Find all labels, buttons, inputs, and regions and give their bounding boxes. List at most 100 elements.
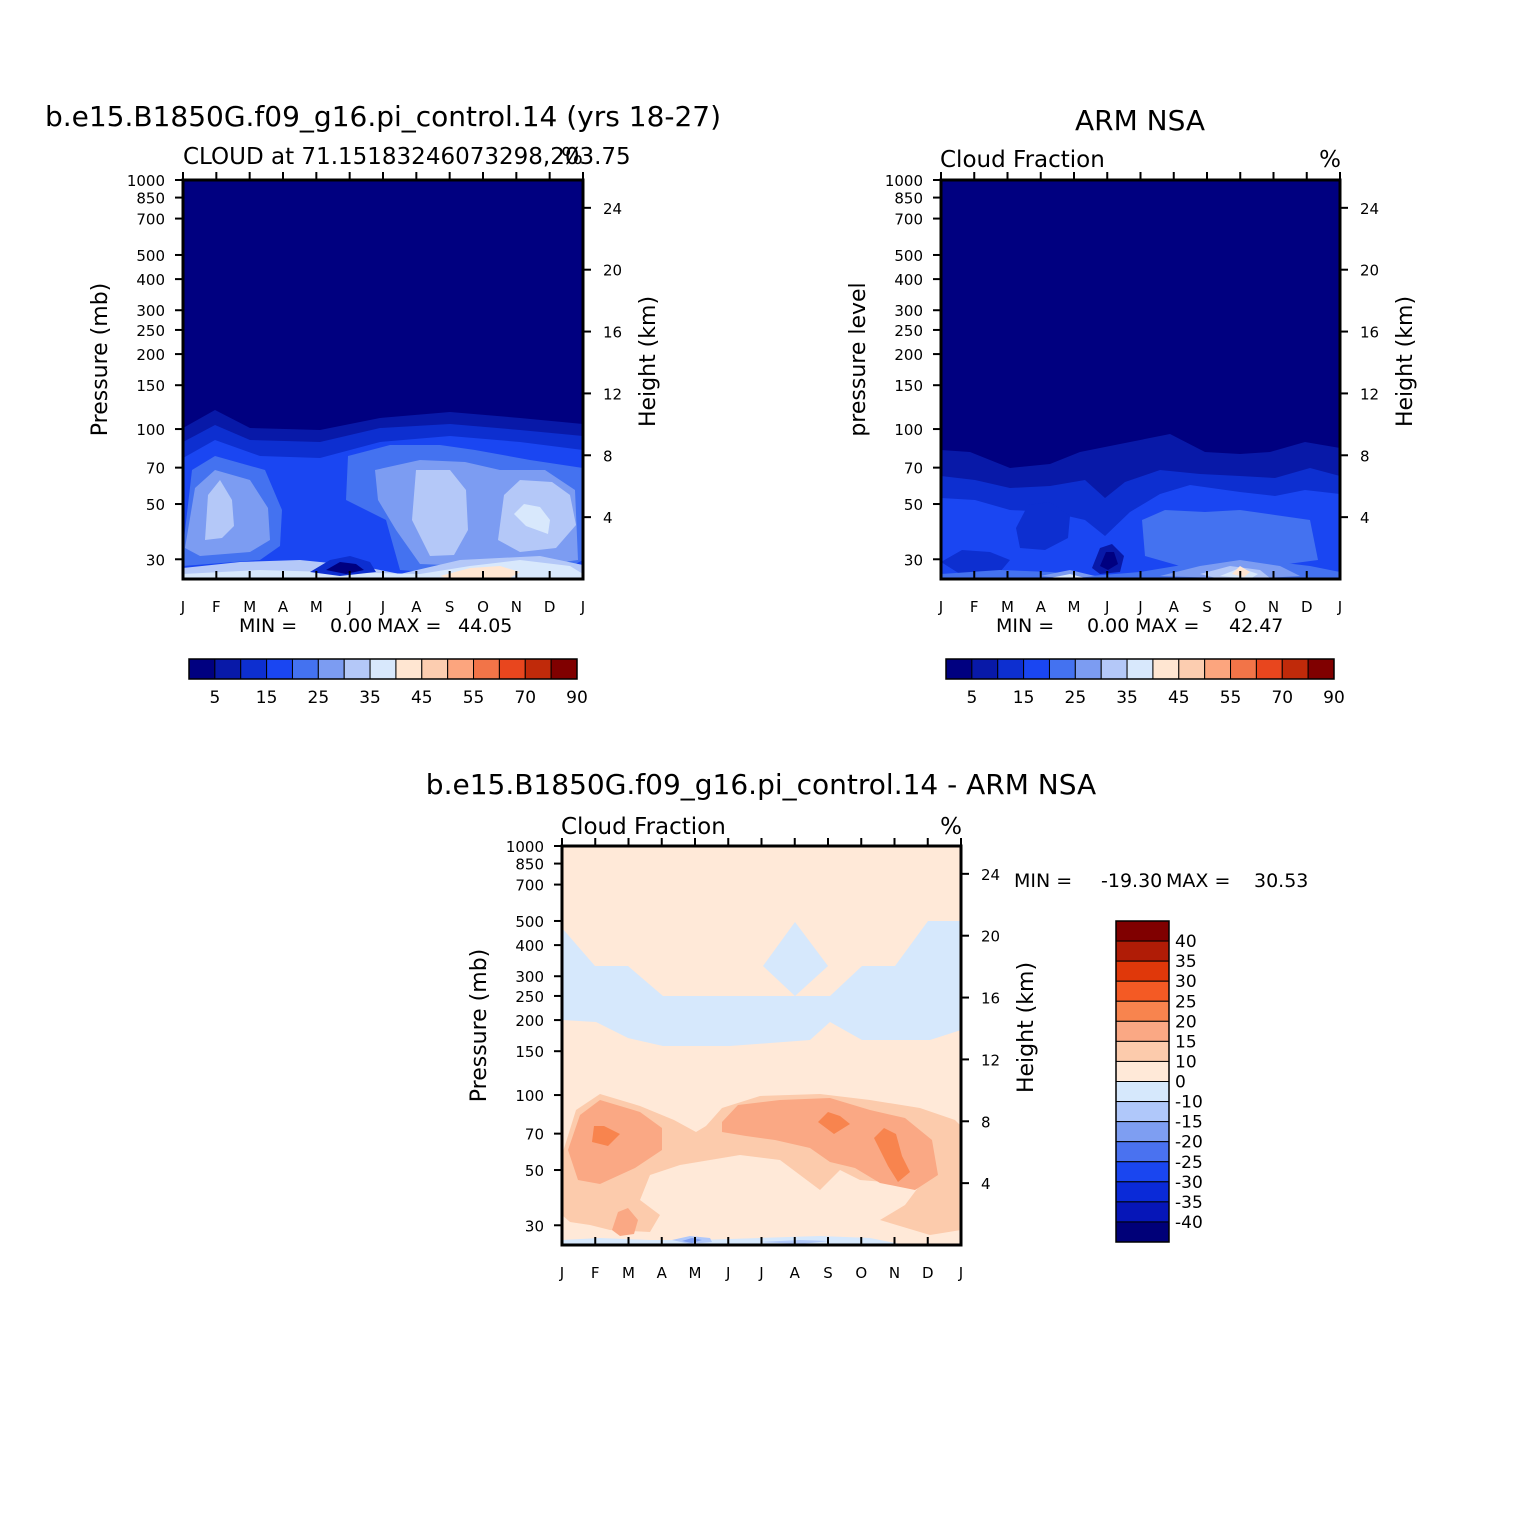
y-tick-label: 1000 [885, 172, 923, 190]
colorbar-label: -15 [1175, 1113, 1203, 1133]
colorbar-swatch [240, 658, 268, 680]
x-tick-label: J [958, 1264, 963, 1282]
y2-axis-label: Height (km) [636, 296, 661, 427]
colorbar-label: 90 [566, 688, 588, 708]
colorbar-label: 35 [1116, 688, 1138, 708]
y-tick-label: 300 [515, 968, 544, 986]
x-tick-label: J [1337, 598, 1342, 616]
panel-diff-min-value: -19.30 [1101, 870, 1162, 892]
y2-tick-label: 20 [981, 928, 1000, 946]
colorbar-swatch [343, 658, 371, 680]
panel-obs-subtitle: Cloud Fraction [940, 147, 1105, 173]
y2-tick-label: 16 [981, 990, 1000, 1008]
y2-tick-label: 24 [603, 200, 622, 218]
panel-diff-max-label: MAX = [1166, 870, 1230, 892]
colorbar-swatch [369, 658, 397, 680]
y-tick-label: 850 [515, 856, 544, 874]
y-axis-label: Pressure (mb) [467, 949, 492, 1103]
x-tick-label: M [689, 1264, 702, 1282]
x-tick-label: M [1068, 598, 1081, 616]
x-tick-label: F [591, 1264, 600, 1282]
y-tick-label: 150 [894, 377, 923, 395]
y2-axis-label: Height (km) [1393, 296, 1418, 427]
colorbar-swatch [945, 658, 973, 680]
y-tick-label: 700 [515, 877, 544, 895]
colorbar-swatch [1115, 1020, 1170, 1042]
y-tick-label: 850 [136, 190, 165, 208]
panel-obs-title: ARM NSA [1075, 104, 1205, 137]
colorbar-label: 70 [1271, 688, 1293, 708]
y-tick-label: 200 [515, 1012, 544, 1030]
y2-tick-label: 24 [1360, 200, 1379, 218]
panel-diff-contours [562, 846, 961, 1245]
y-tick-label: 500 [894, 247, 923, 265]
y-tick-label: 300 [136, 302, 165, 320]
x-tick-label: M [310, 598, 323, 616]
x-tick-label: J [346, 598, 351, 616]
panel-diff-max-value: 30.53 [1254, 870, 1308, 892]
y-tick-label: 150 [515, 1043, 544, 1061]
colorbar-label: 90 [1323, 688, 1345, 708]
colorbar-label: 5 [209, 688, 220, 708]
y-tick-label: 200 [894, 346, 923, 364]
x-tick-label: J [180, 598, 185, 616]
colorbar-swatch [1115, 980, 1170, 1002]
panel-model-axes: J F M A M J J A S O N D J 30 50 70 100 150 200 250 300 400 500… [88, 172, 661, 616]
colorbar-swatch [1115, 1000, 1170, 1022]
colorbar-label: -10 [1175, 1093, 1203, 1113]
y2-tick-label: 8 [981, 1113, 991, 1131]
colorbar-label: 40 [1175, 932, 1197, 952]
colorbar-label: 55 [1220, 688, 1242, 708]
panel-obs-max-label: MAX = [1135, 615, 1199, 637]
colorbar-label: 45 [411, 688, 433, 708]
x-tick-label: A [1169, 598, 1180, 616]
colorbar-swatch [421, 658, 449, 680]
y-tick-label: 250 [894, 322, 923, 340]
colorbar-swatch [1115, 960, 1170, 982]
colorbar-swatch [1307, 658, 1335, 680]
colorbar-frame [1115, 920, 1170, 1243]
colorbar-swatch [447, 658, 475, 680]
y2-tick-label: 12 [1360, 385, 1379, 403]
y-tick-label: 50 [525, 1162, 544, 1180]
colorbar-label: -20 [1175, 1133, 1203, 1153]
panel-model-min-value: 0.00 [330, 615, 372, 637]
y-tick-label: 70 [904, 460, 923, 478]
y2-tick-label: 4 [1360, 509, 1370, 527]
y2-tick-label: 4 [981, 1175, 991, 1193]
colorbar-label: 15 [1013, 688, 1035, 708]
colorbar-swatch [524, 658, 552, 680]
y2-tick-label: 12 [981, 1051, 1000, 1069]
panel-model-title: b.e15.B1850G.f09_g16.pi_control.14 (yrs … [45, 100, 721, 133]
colorbar-frame [188, 658, 578, 680]
colorbar-label: -40 [1175, 1213, 1203, 1233]
colorbar-label: 25 [308, 688, 330, 708]
y-tick-label: 50 [146, 496, 165, 514]
colorbar-swatch [997, 658, 1025, 680]
x-tick-label: A [657, 1264, 668, 1282]
colorbar-swatch [1115, 1040, 1170, 1062]
y2-tick-label: 8 [603, 447, 613, 465]
y-tick-label: 300 [894, 302, 923, 320]
y-tick-label: 250 [136, 322, 165, 340]
y2-axis-label: Height (km) [1014, 962, 1039, 1093]
colorbar-swatch [1115, 1141, 1170, 1163]
panel-diff-title: b.e15.B1850G.f09_g16.pi_control.14 - ARM… [426, 768, 1096, 801]
colorbar-label: 15 [1175, 1032, 1197, 1052]
panel-obs-units: % [1319, 147, 1341, 173]
colorbar-label: 10 [1175, 1052, 1197, 1072]
x-tick-label: J [938, 598, 943, 616]
panel-model-min-label: MIN = [239, 615, 297, 637]
colorbar-swatch [317, 658, 345, 680]
panel-obs-min-label: MIN = [996, 615, 1054, 637]
colorbar-frame [945, 658, 1335, 680]
colorbar-swatch [1115, 1201, 1170, 1223]
colorbar-label: -35 [1175, 1193, 1203, 1213]
x-tick-label: M [1001, 598, 1014, 616]
colorbar-swatch [214, 658, 242, 680]
y-tick-label: 30 [146, 551, 165, 569]
colorbar-swatch [550, 658, 578, 680]
x-tick-label: A [278, 598, 289, 616]
panel-diff-subtitle: Cloud Fraction [561, 814, 726, 840]
colorbar-label: 20 [1175, 1012, 1197, 1032]
